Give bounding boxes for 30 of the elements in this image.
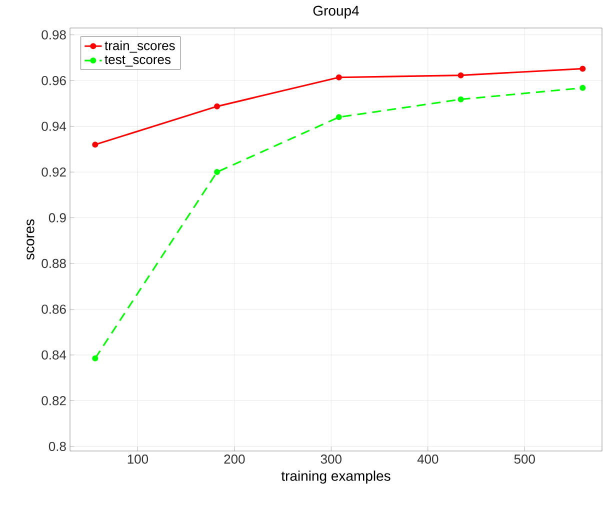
x-tick-label: 100 <box>128 454 148 464</box>
point <box>214 169 220 176</box>
x-axis-title: training examples <box>281 470 390 484</box>
y-tick-label: 0.82 <box>42 396 66 406</box>
point <box>336 114 342 120</box>
point <box>458 96 464 102</box>
point <box>580 66 586 72</box>
y-tick-label: 0.92 <box>42 167 66 177</box>
point <box>580 84 586 91</box>
point <box>92 142 98 148</box>
y-tick-label: 0.98 <box>42 30 66 40</box>
x-tick-label: 500 <box>514 454 535 464</box>
x-tick-label: 400 <box>417 454 438 464</box>
y-tick-label: 0.86 <box>42 304 66 314</box>
x-tick-label: 200 <box>224 454 245 464</box>
y-tick-label: 0.96 <box>42 76 66 86</box>
point <box>458 72 464 78</box>
y-tick-label: 0.94 <box>42 122 66 131</box>
y-tick-label: 0.8 <box>48 442 66 452</box>
x-tick-label: 300 <box>320 454 342 464</box>
chart-title: Group4 <box>313 6 359 18</box>
y-axis-title: scores <box>26 219 34 260</box>
y-tick-label: 0.9 <box>48 213 66 222</box>
y-tick-label: 0.88 <box>42 258 66 268</box>
legend-label: test_scores <box>104 56 171 67</box>
point <box>214 103 220 110</box>
point <box>336 74 342 80</box>
legend-label: train_scores <box>104 40 175 53</box>
y-tick-label: 0.84 <box>42 350 66 360</box>
point <box>92 355 98 362</box>
